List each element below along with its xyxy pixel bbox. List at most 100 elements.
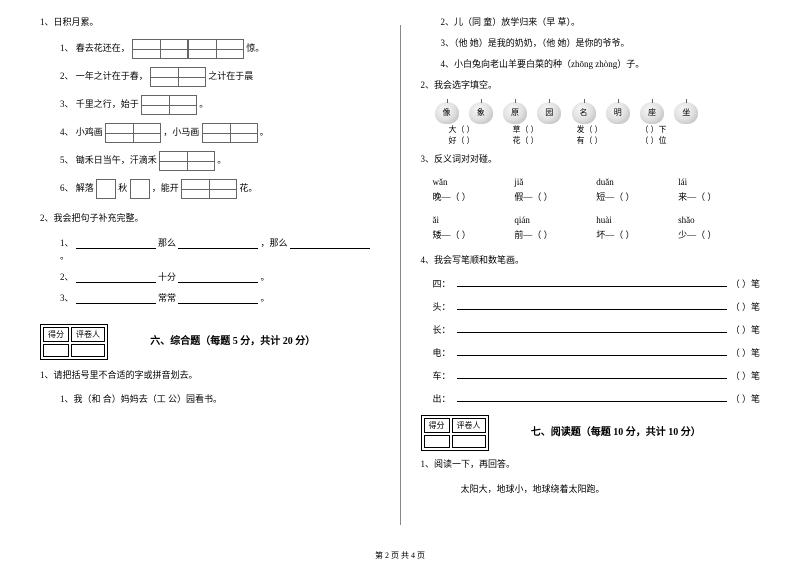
stroke-row: 出： （ ）笔 — [433, 392, 761, 405]
fill[interactable]: 有（ ） — [559, 135, 621, 146]
sentence-3: 3、 常常 。 — [60, 291, 380, 304]
t: 十分 — [158, 272, 176, 282]
fill-row-2: 好（ ） 花（ ） 有（ ） （ ）位 — [431, 135, 761, 146]
q6-1-1: 1、我（和 合）妈妈去（工 公）园看书。 — [60, 392, 380, 405]
fill[interactable]: 草（ ） — [495, 124, 557, 135]
answer-box[interactable] — [150, 67, 206, 87]
answer-box[interactable] — [105, 123, 161, 143]
antonym[interactable]: 来—（ ） — [678, 190, 760, 203]
num: 3、 — [60, 293, 74, 303]
suffix: （ ）笔 — [731, 392, 760, 405]
q6-1: 1、请把括号里不合适的字或拼音划去。 — [40, 368, 380, 382]
score-label: 得分 — [43, 327, 69, 342]
char: 电： — [433, 346, 453, 359]
grader-label: 评卷人 — [452, 418, 486, 433]
antonym[interactable]: 假—（ ） — [514, 190, 596, 203]
pinyin: lái — [678, 177, 760, 187]
line-1: 1、 春去花还在， 惊。 — [60, 39, 380, 59]
suffix: （ ）笔 — [731, 369, 760, 382]
pinyin: duǎn — [596, 177, 678, 187]
answer-box[interactable] — [132, 39, 188, 59]
antonym[interactable]: 坏—（ ） — [596, 228, 678, 241]
stroke-blank[interactable] — [457, 401, 727, 402]
stroke-row: 四：（ ）笔 — [433, 277, 761, 290]
answer-box[interactable] — [141, 95, 197, 115]
column-divider — [400, 25, 401, 525]
grader-cell[interactable] — [71, 344, 105, 357]
score-cell[interactable] — [43, 344, 69, 357]
fill[interactable]: 发（ ） — [559, 124, 621, 135]
antonym[interactable]: 矮—（ ） — [433, 228, 515, 241]
section-6-header: 得分评卷人 六、综合题（每题 5 分，共计 20 分） — [40, 324, 380, 360]
suffix: （ ）笔 — [731, 323, 760, 336]
char-row-1: 晚—（ ） 假—（ ） 短—（ ） 来—（ ） — [433, 190, 761, 203]
q4-title: 4、我会写笔顺和数笔画。 — [421, 253, 761, 267]
t: 那么 — [158, 238, 176, 248]
fill[interactable]: 大（ ） — [431, 124, 493, 135]
mid2: ，能开 — [152, 183, 179, 193]
score-cell[interactable] — [424, 435, 450, 448]
fill[interactable]: 花（ ） — [495, 135, 557, 146]
t: ，那么 — [261, 238, 288, 248]
blank[interactable] — [178, 292, 258, 304]
antonym[interactable]: 前—（ ） — [514, 228, 596, 241]
pre: 千里之行，始于 — [76, 99, 139, 109]
num: 6、 — [60, 183, 74, 193]
stroke-blank[interactable] — [457, 378, 727, 379]
pre: 小鸡画 — [76, 127, 103, 137]
blank[interactable] — [178, 237, 258, 249]
pre: 解落 — [76, 183, 94, 193]
blank[interactable] — [76, 237, 156, 249]
char: 出： — [433, 392, 453, 405]
apple-char: 坐 — [674, 102, 698, 124]
suffix: （ ）笔 — [731, 277, 760, 290]
section-7-header: 得分评卷人 七、阅读题（每题 10 分，共计 10 分） — [421, 415, 761, 451]
post: 之计在于晨 — [208, 71, 253, 81]
fill[interactable]: （ ）下 — [623, 124, 685, 135]
score-box: 得分评卷人 — [40, 324, 108, 360]
grader-cell[interactable] — [452, 435, 486, 448]
mid: ，小马画 — [163, 127, 199, 137]
answer-box[interactable] — [202, 123, 258, 143]
apple-char: 原 — [503, 102, 527, 124]
blank[interactable] — [290, 237, 370, 249]
antonym[interactable]: 少—（ ） — [678, 228, 760, 241]
left-column: 1、日积月累。 1、 春去花还在， 惊。 2、 一年之计在于春， 之计在于晨 3… — [40, 15, 380, 535]
stroke-blank[interactable] — [457, 309, 727, 310]
section-6-title: 六、综合题（每题 5 分，共计 20 分） — [150, 332, 315, 347]
r-line3: 3、（他 她）是我的奶奶，（他 她）是你的爷爷。 — [441, 36, 761, 49]
apple-char: 像 — [435, 102, 459, 124]
answer-box[interactable] — [96, 179, 116, 199]
answer-box[interactable] — [159, 151, 215, 171]
num: 4、 — [60, 127, 74, 137]
apple-char: 明 — [606, 102, 630, 124]
answer-box[interactable] — [188, 39, 244, 59]
q7-text: 太阳大，地球小，地球绕着太阳跑。 — [461, 482, 761, 495]
line-2: 2、 一年之计在于春， 之计在于晨 — [60, 67, 380, 87]
post: 惊。 — [246, 43, 264, 53]
blank[interactable] — [178, 271, 258, 283]
char: 车： — [433, 369, 453, 382]
line-3: 3、 千里之行，始于 。 — [60, 95, 380, 115]
num: 5、 — [60, 155, 74, 165]
antonym[interactable]: 晚—（ ） — [433, 190, 515, 203]
num: 1、 — [60, 238, 74, 248]
q2-title: 2、我会选字填空。 — [421, 78, 761, 92]
fill[interactable]: 好（ ） — [431, 135, 493, 146]
answer-box[interactable] — [130, 179, 150, 199]
apple-row: 像 象 原 园 名 明 座 坐 — [431, 102, 761, 124]
fill[interactable]: （ ）位 — [623, 135, 685, 146]
answer-box[interactable] — [181, 179, 237, 199]
stroke-row: 车： （ ）笔 — [433, 369, 761, 382]
stroke-blank[interactable] — [457, 355, 727, 356]
q3-title: 3、反义词对对碰。 — [421, 152, 761, 166]
antonym[interactable]: 短—（ ） — [596, 190, 678, 203]
blank[interactable] — [76, 271, 156, 283]
sentence-1: 1、 那么 ，那么 。 — [60, 236, 380, 262]
blank[interactable] — [76, 292, 156, 304]
stroke-blank[interactable] — [457, 286, 727, 287]
t: 。 — [261, 293, 270, 303]
post: 。 — [217, 155, 226, 165]
r-line2: 2、儿（同 童）放学归来（早 草）。 — [441, 15, 761, 28]
stroke-blank[interactable] — [457, 332, 727, 333]
